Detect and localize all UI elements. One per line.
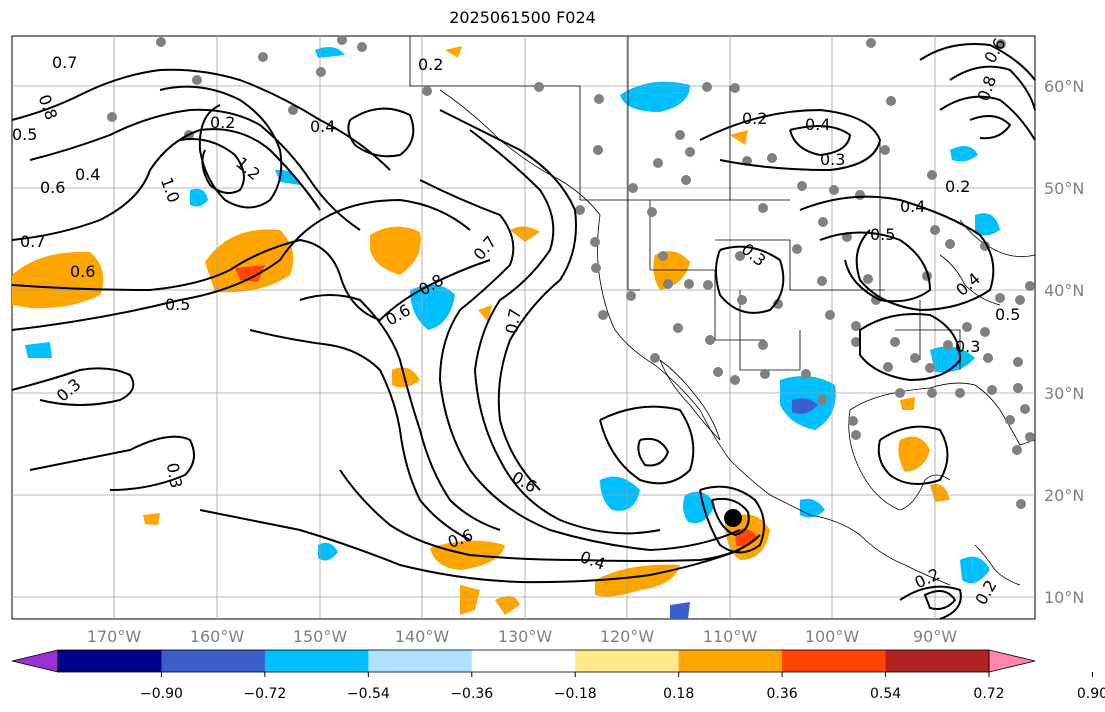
contour-label: 0.5 <box>165 295 190 314</box>
lat-label: 40°N <box>1044 281 1084 300</box>
colorbar-tick-label: −0.18 <box>554 686 597 702</box>
contour-label: 0.7 <box>52 53 77 72</box>
colorbar-extend-high <box>988 649 1036 673</box>
lat-label: 50°N <box>1044 179 1084 198</box>
colorbar-tick-label: 0.90 <box>1077 686 1105 702</box>
lon-label: 90°W <box>913 627 957 646</box>
colorbar-segment <box>368 650 473 672</box>
contour-label: 0.3 <box>820 150 845 169</box>
colorbar-outline <box>57 649 990 673</box>
contour-label: 0.4 <box>900 197 925 216</box>
colorbar-segment <box>58 650 162 672</box>
longitude-labels: 170°W 160°W 150°W 140°W 130°W 120°W 110°… <box>87 627 957 646</box>
map-frame <box>11 35 1036 620</box>
contour-label: 0.5 <box>12 125 37 144</box>
lon-label: 150°W <box>293 627 348 646</box>
colorbar-segment <box>678 650 783 672</box>
colorbar-tick-label: −0.54 <box>347 686 390 702</box>
lon-label: 130°W <box>498 627 553 646</box>
colorbar: −0.90 −0.72 −0.54 −0.36 −0.18 0.18 0.36 0.54 0.7… <box>11 649 1105 702</box>
lon-label: 160°W <box>190 627 245 646</box>
contour-label: 0.2 <box>742 109 767 128</box>
lat-label: 60°N <box>1044 77 1084 96</box>
contour-label: 0.3 <box>955 337 980 356</box>
colorbar-tick-label: 0.18 <box>663 686 694 702</box>
colorbar-segment <box>471 650 576 672</box>
lon-label: 110°W <box>703 627 758 646</box>
contour-label: 0.5 <box>995 305 1020 324</box>
colorbar-segment <box>264 650 369 672</box>
lon-label: 140°W <box>395 627 450 646</box>
station-dots <box>107 35 1035 509</box>
map-title: 2025061500 F024 <box>449 8 596 27</box>
colorbar-segment <box>885 650 990 672</box>
colorbar-segment <box>575 650 680 672</box>
contour-lines <box>11 43 1036 620</box>
contour-label: 0.2 <box>945 177 970 196</box>
coastlines-and-borders <box>409 36 1036 586</box>
contour-label: 0.5 <box>870 225 895 244</box>
contour-label: 0.7 <box>502 307 525 335</box>
contour-label: 0.2 <box>418 55 443 74</box>
contour-label: 0.4 <box>75 165 100 184</box>
contour-label: 0.4 <box>310 117 335 136</box>
map-gridlines <box>12 36 1035 619</box>
colorbar-segment <box>161 650 266 672</box>
lon-label: 120°W <box>600 627 655 646</box>
contour-label: 0.3 <box>163 461 186 489</box>
colorbar-segment <box>782 650 887 672</box>
lon-label: 170°W <box>87 627 142 646</box>
contour-label: 0.4 <box>805 115 830 134</box>
colorbar-tick-label: 0.54 <box>870 686 901 702</box>
storm-center-marker <box>724 509 742 527</box>
colorbar-tick-label: −0.72 <box>243 686 286 702</box>
lon-label: 100°W <box>805 627 860 646</box>
contour-label: 0.6 <box>40 178 65 197</box>
colorbar-tick-label: −0.36 <box>450 686 493 702</box>
lat-label: 30°N <box>1044 384 1084 403</box>
lat-label: 10°N <box>1044 588 1084 607</box>
colorbar-extend-low <box>11 649 59 673</box>
contour-label: 0.6 <box>70 262 95 281</box>
colorbar-tick-label: −0.90 <box>140 686 183 702</box>
contour-label: 0.2 <box>210 113 235 132</box>
colorbar-tick-label: 0.36 <box>767 686 798 702</box>
colorbar-tick-label: 0.72 <box>973 686 1004 702</box>
latitude-labels: 60°N 50°N 40°N 30°N 20°N 10°N <box>1044 77 1084 607</box>
lat-label: 20°N <box>1044 486 1084 505</box>
contour-label: 0.7 <box>20 232 45 251</box>
